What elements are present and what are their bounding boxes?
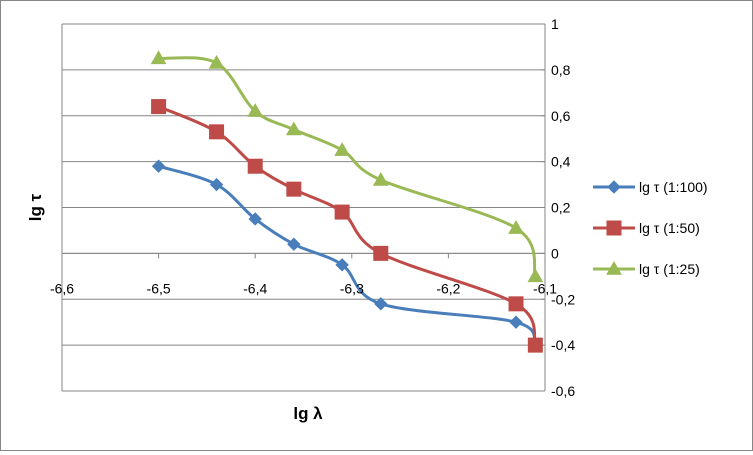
- x-tick-label: -6,1: [533, 280, 557, 296]
- data-point: [285, 121, 302, 136]
- data-point: [151, 159, 166, 173]
- x-tick-label: -6,6: [50, 280, 74, 296]
- x-tick-label: -6,2: [436, 280, 460, 296]
- legend: lg τ (1:100) lg τ (1:50) lg τ (1:25): [593, 179, 708, 277]
- y-axis-title: lg τ: [26, 193, 45, 221]
- axes: [61, 23, 546, 392]
- data-point: [334, 204, 350, 220]
- data-point: [150, 50, 167, 65]
- data-point: [372, 171, 389, 186]
- y-tick-label: 1: [551, 16, 559, 32]
- legend-label: lg τ (1:100): [639, 179, 708, 195]
- y-tick-label: 0,4: [551, 154, 571, 170]
- x-axis-title: lg λ: [293, 404, 323, 423]
- data-point: [335, 258, 349, 272]
- data-point: [248, 212, 262, 226]
- x-tick-label: -6,4: [243, 280, 267, 296]
- y-tick-label: 0,6: [551, 108, 571, 124]
- series-line: [158, 105, 537, 346]
- y-tick-label: -0,2: [551, 291, 575, 307]
- data-point: [151, 99, 167, 115]
- legend-marker: [607, 180, 621, 194]
- legend-entry: lg τ (1:100): [593, 179, 708, 195]
- data-point: [247, 158, 263, 174]
- series-3: [150, 50, 544, 283]
- y-tick-label: 0,2: [551, 200, 571, 216]
- y-tick-label: -0,4: [551, 337, 575, 353]
- data-point: [209, 177, 224, 192]
- y-tick-label: 0,8: [551, 62, 571, 78]
- gridlines: [62, 23, 545, 392]
- series-1: [151, 159, 543, 352]
- x-tick-label: -6,3: [340, 280, 364, 296]
- series-line: [158, 56, 537, 277]
- legend-entry: lg τ (1:50): [593, 220, 700, 236]
- tick-labels: -0,6 -0,4 -0,2 0 0,2 0,4 0,6 0,8 1 -6,6 -6,5 -6,4 -6…: [50, 16, 575, 399]
- series-layer: [150, 50, 544, 353]
- data-point: [208, 54, 225, 69]
- y-tick-label: -0,6: [551, 383, 575, 399]
- y-tick-label: 0: [551, 245, 559, 261]
- data-point: [286, 181, 302, 197]
- data-point: [508, 296, 524, 312]
- legend-label: lg τ (1:50): [639, 220, 700, 236]
- legend-marker: [606, 220, 622, 236]
- data-point: [527, 268, 544, 283]
- data-point: [287, 237, 301, 251]
- legend-label: lg τ (1:25): [639, 261, 700, 277]
- data-point: [509, 315, 523, 329]
- data-point: [373, 245, 389, 261]
- x-tick-label: -6,5: [147, 280, 171, 296]
- legend-entry: lg τ (1:25): [593, 260, 700, 277]
- data-point: [247, 103, 264, 117]
- series-line: [158, 164, 537, 347]
- legend-marker: [606, 260, 622, 275]
- series-2: [151, 99, 543, 353]
- data-point: [374, 297, 388, 311]
- data-point: [334, 142, 351, 156]
- data-point: [209, 124, 225, 140]
- data-point: [527, 337, 543, 353]
- data-point: [508, 220, 524, 234]
